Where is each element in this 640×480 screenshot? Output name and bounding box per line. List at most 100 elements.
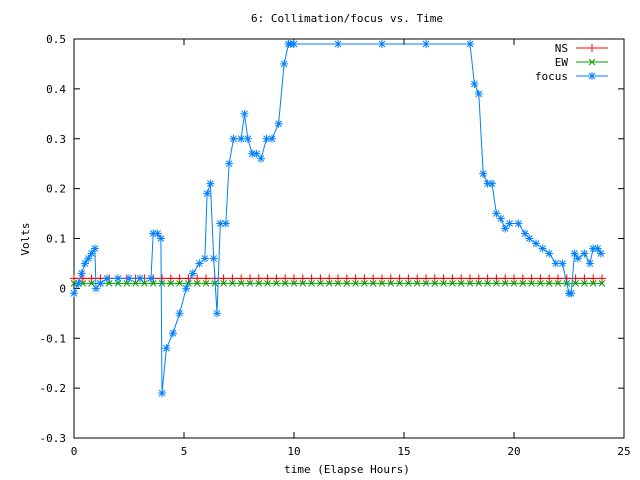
data-point (466, 274, 474, 283)
data-point (457, 280, 465, 287)
plot-frame (73, 38, 625, 439)
data-point (229, 134, 238, 143)
series-EW (70, 280, 606, 287)
data-point (589, 274, 598, 283)
data-point (470, 79, 479, 88)
data-point (308, 280, 315, 287)
data-point (596, 249, 605, 258)
data-point (493, 280, 500, 287)
data-point (225, 159, 234, 168)
series-NS (70, 274, 606, 283)
data-point (77, 269, 86, 278)
data-point (501, 274, 510, 283)
data-point (317, 280, 324, 287)
data-point (525, 234, 534, 243)
data-point (466, 280, 474, 287)
data-point (492, 274, 501, 283)
data-point (193, 280, 201, 287)
y-tick-label: -0.3 (40, 432, 67, 445)
data-point (396, 280, 403, 287)
y-axis-label: Volts (19, 222, 32, 255)
data-point (96, 279, 105, 288)
data-point (193, 274, 202, 283)
data-point (325, 274, 334, 283)
data-point (369, 280, 377, 287)
data-point (264, 280, 271, 287)
x-axis: 0 5 10 15 20 25 (71, 39, 631, 458)
data-point (404, 274, 413, 283)
data-point (431, 280, 439, 287)
data-point (554, 274, 562, 283)
data-point (449, 280, 456, 287)
data-point (203, 189, 212, 198)
data-point (273, 280, 280, 287)
data-point (413, 274, 422, 283)
data-point (585, 259, 594, 268)
data-point (219, 274, 228, 283)
data-point (103, 274, 111, 283)
data-point (554, 280, 562, 287)
data-point (202, 274, 210, 283)
y-tick-label: -0.2 (40, 382, 67, 395)
data-point (195, 259, 204, 268)
data-point (505, 219, 514, 228)
data-point (510, 274, 518, 283)
data-point (125, 274, 133, 283)
legend-label: NS (555, 42, 568, 55)
y-tick-label: 0.4 (46, 83, 66, 96)
data-point (488, 179, 496, 188)
data-point (369, 274, 378, 283)
data-point (188, 269, 197, 278)
data-point (74, 279, 83, 288)
data-point (166, 274, 175, 283)
data-point (593, 244, 602, 253)
series-line-focus (73, 43, 602, 394)
data-point (243, 134, 252, 143)
data-point (162, 344, 171, 353)
y-tick-label: 0.2 (46, 183, 66, 196)
data-point (220, 280, 227, 287)
data-point (246, 280, 254, 287)
data-point (281, 274, 290, 283)
data-point (430, 274, 439, 283)
data-point (221, 219, 230, 228)
data-point (156, 234, 165, 243)
data-point (580, 274, 589, 283)
data-point (567, 289, 576, 298)
data-point (167, 280, 175, 287)
data-point (351, 274, 360, 283)
data-point (255, 280, 263, 287)
data-point (573, 254, 582, 263)
data-point (387, 280, 395, 287)
data-point (84, 254, 93, 263)
data-point (395, 274, 404, 283)
data-point (528, 280, 535, 287)
data-point (572, 280, 579, 287)
data-point (334, 280, 342, 287)
data-point (474, 274, 483, 283)
y-tick-label: -0.1 (40, 332, 67, 345)
data-point (474, 89, 483, 98)
data-point (527, 274, 536, 283)
data-point (510, 280, 518, 287)
data-point (274, 119, 283, 128)
data-point (316, 274, 325, 283)
data-point (158, 389, 166, 398)
data-point (153, 229, 162, 238)
data-point (298, 274, 307, 283)
data-point (206, 179, 215, 188)
x-tick-label: 10 (287, 445, 300, 458)
data-point (70, 289, 78, 298)
data-point (484, 280, 491, 287)
data-point (325, 280, 333, 287)
data-point (581, 280, 588, 287)
data-point (81, 259, 89, 268)
data-point (422, 39, 430, 48)
data-point (580, 249, 589, 258)
data-point (483, 274, 492, 283)
data-point (240, 109, 249, 118)
data-point (545, 274, 554, 283)
data-point (290, 274, 298, 283)
legend-marker (588, 72, 596, 80)
